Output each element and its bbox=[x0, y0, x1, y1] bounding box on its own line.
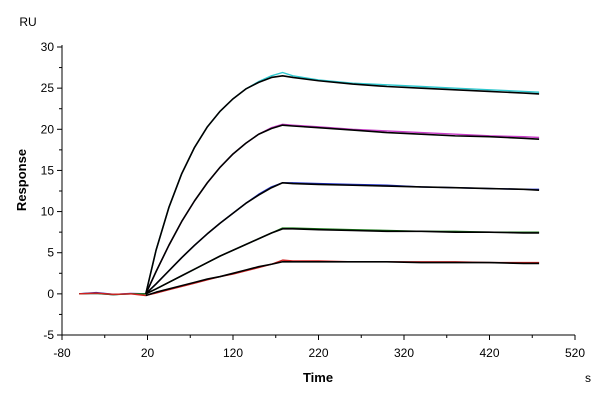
fit-layer bbox=[145, 75, 540, 297]
y-axis-title: Response bbox=[14, 149, 29, 211]
x-tick-label: 20 bbox=[141, 346, 155, 360]
y-tick-label: 10 bbox=[41, 205, 55, 219]
y-tick-label: 20 bbox=[41, 122, 55, 136]
y-tick-label: 30 bbox=[41, 40, 55, 54]
fit-line-2 bbox=[145, 124, 540, 295]
x-tick-label: 320 bbox=[394, 346, 414, 360]
y-tick-label: -5 bbox=[43, 328, 54, 342]
y-unit-label: RU bbox=[19, 15, 36, 29]
axes: -5 0 5 10 15 20 25 30 -80 20 120 220 320 420 520 bbox=[41, 40, 586, 360]
x-tick-label: 520 bbox=[565, 346, 585, 360]
y-tick-label: 15 bbox=[41, 163, 55, 177]
fit-line-4 bbox=[145, 228, 540, 295]
fit-line-3 bbox=[145, 181, 540, 295]
x-tick-label: -80 bbox=[53, 346, 71, 360]
y-tick-label: 0 bbox=[47, 287, 54, 301]
series-line-sensorgram-2 bbox=[79, 123, 540, 296]
x-axis-title: Time bbox=[303, 370, 333, 385]
x-tick-label: 420 bbox=[479, 346, 499, 360]
x-tick-label: 220 bbox=[308, 346, 328, 360]
y-tick-label: 25 bbox=[41, 81, 55, 95]
series-line-sensorgram-3 bbox=[79, 182, 540, 295]
x-tick-label: 120 bbox=[223, 346, 243, 360]
x-unit-label: s bbox=[585, 371, 591, 385]
y-tick-label: 5 bbox=[47, 246, 54, 260]
fit-line-5 bbox=[145, 260, 540, 297]
fit-line-1 bbox=[145, 75, 540, 295]
